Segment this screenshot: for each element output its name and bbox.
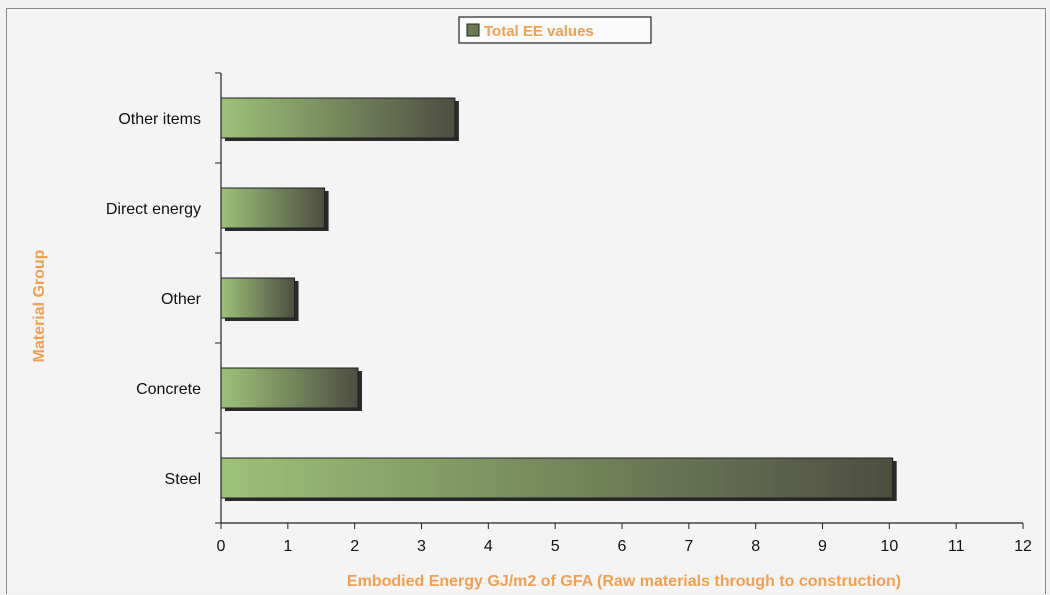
x-tick-label: 11 bbox=[948, 538, 965, 555]
legend-label: Total EE values bbox=[484, 23, 594, 40]
y-axis-title: Material Group bbox=[31, 249, 48, 362]
x-tick-label: 8 bbox=[751, 538, 760, 555]
x-tick-label: 10 bbox=[880, 538, 898, 555]
bar-steel bbox=[221, 458, 893, 498]
x-tick-label: 4 bbox=[484, 538, 493, 555]
category-label: Concrete bbox=[136, 381, 201, 398]
bar-direct-energy bbox=[221, 188, 325, 228]
x-tick-label: 9 bbox=[818, 538, 827, 555]
legend-swatch bbox=[467, 24, 479, 36]
bar-other-items bbox=[221, 98, 455, 138]
bar-chart: Total EE values Material Group Embodied … bbox=[7, 9, 1047, 595]
x-tick-label: 5 bbox=[551, 538, 560, 555]
category-label: Steel bbox=[165, 471, 201, 488]
bar-other bbox=[221, 278, 295, 318]
x-axis-title: Embodied Energy GJ/m2 of GFA (Raw materi… bbox=[347, 573, 901, 590]
category-label: Other bbox=[161, 291, 202, 308]
x-tick-label: 2 bbox=[350, 538, 359, 555]
category-label: Direct energy bbox=[106, 201, 201, 218]
x-tick-label: 6 bbox=[618, 538, 627, 555]
x-tick-label: 0 bbox=[217, 538, 226, 555]
legend: Total EE values bbox=[459, 17, 651, 43]
chart-frame: Total EE values Material Group Embodied … bbox=[6, 8, 1046, 594]
category-label: Other items bbox=[118, 111, 201, 128]
x-tick-label: 12 bbox=[1014, 538, 1032, 555]
x-tick-label: 7 bbox=[684, 538, 693, 555]
x-tick-label: 3 bbox=[417, 538, 426, 555]
bars-group bbox=[221, 98, 897, 501]
x-tick-label: 1 bbox=[283, 538, 292, 555]
bar-concrete bbox=[221, 368, 358, 408]
